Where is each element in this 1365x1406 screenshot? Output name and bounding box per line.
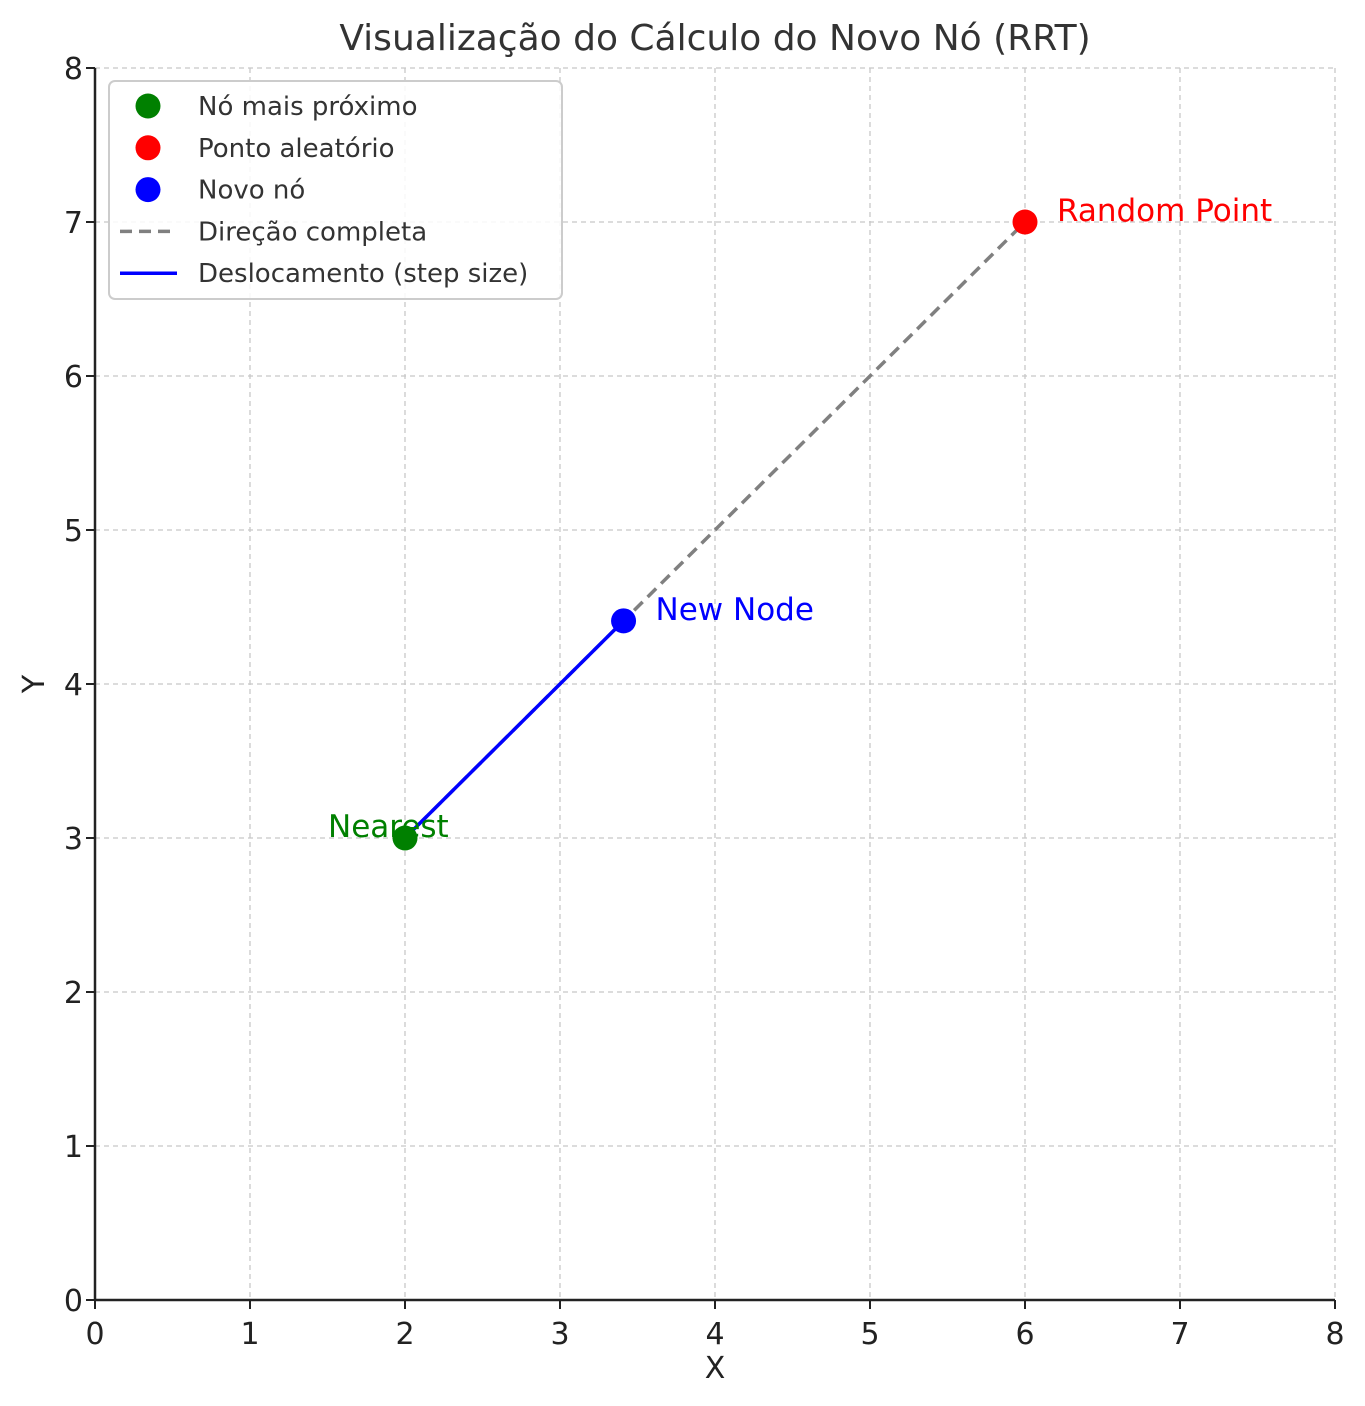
y-tick-label: 1 bbox=[64, 1130, 83, 1165]
x-tick-label: 0 bbox=[85, 1317, 104, 1352]
legend-label: Deslocamento (step size) bbox=[198, 259, 528, 289]
full-direction-line bbox=[403, 220, 1027, 840]
x-tick-label: 8 bbox=[1325, 1317, 1344, 1352]
legend-item-random: Ponto aleatório bbox=[135, 134, 395, 164]
chart-title: Visualização do Cálculo do Novo Nó (RRT) bbox=[339, 18, 1090, 59]
y-tick-label: 5 bbox=[64, 514, 83, 549]
random-point-label: Random Point bbox=[1057, 193, 1272, 229]
legend-box bbox=[108, 80, 563, 300]
legend-label: Novo nó bbox=[198, 176, 305, 206]
legend-item-new-node: Novo nó bbox=[135, 176, 305, 206]
random-point bbox=[1012, 209, 1038, 235]
legend-label: Nó mais próximo bbox=[198, 92, 418, 122]
x-tick-label: 3 bbox=[550, 1317, 569, 1352]
legend-items: Nó mais próximo Ponto aleatório Novo nó Dir… bbox=[120, 92, 528, 289]
x-tick-label: 4 bbox=[705, 1317, 724, 1352]
series-lines bbox=[403, 220, 1027, 840]
nearest-label: Nearest bbox=[328, 809, 449, 845]
x-tick-label: 2 bbox=[395, 1317, 414, 1352]
legend-label: Direção completa bbox=[198, 217, 427, 247]
step-size-line bbox=[403, 619, 625, 840]
y-tick-label: 2 bbox=[64, 976, 83, 1011]
y-tick-label: 6 bbox=[64, 360, 83, 395]
y-axis-label: Y bbox=[17, 674, 52, 694]
nearest-node-point bbox=[392, 825, 418, 851]
legend: Nó mais próximo Ponto aleatório Novo nó Dir… bbox=[108, 80, 563, 300]
point-labels: Nearest Random Point New Node bbox=[328, 193, 1272, 845]
y-tick-label: 8 bbox=[64, 52, 83, 87]
x-tick-label: 5 bbox=[860, 1317, 879, 1352]
y-tick-label: 4 bbox=[64, 668, 83, 703]
x-tick-label: 7 bbox=[1170, 1317, 1189, 1352]
y-tick-label: 7 bbox=[64, 206, 83, 241]
x-axis-label: X bbox=[705, 1351, 726, 1386]
legend-item-full-direction: Direção completa bbox=[120, 217, 427, 247]
legend-marker bbox=[135, 177, 161, 203]
legend-label: Ponto aleatório bbox=[198, 134, 395, 164]
x-tick-label: 1 bbox=[240, 1317, 259, 1352]
new-node-point bbox=[611, 608, 637, 634]
legend-marker bbox=[135, 135, 161, 161]
ticks: 0 1 2 3 4 5 6 7 8 0 1 2 3 4 5 6 7 8 bbox=[64, 52, 1345, 1352]
y-tick-label: 3 bbox=[64, 822, 83, 857]
data-points bbox=[392, 209, 1038, 851]
x-tick-label: 6 bbox=[1015, 1317, 1034, 1352]
legend-item-nearest: Nó mais próximo bbox=[135, 92, 418, 122]
new-node-label: New Node bbox=[656, 592, 814, 628]
y-tick-label: 0 bbox=[64, 1284, 83, 1319]
grid bbox=[95, 67, 1336, 1300]
legend-item-step-size: Deslocamento (step size) bbox=[120, 259, 528, 289]
legend-marker bbox=[135, 93, 161, 119]
